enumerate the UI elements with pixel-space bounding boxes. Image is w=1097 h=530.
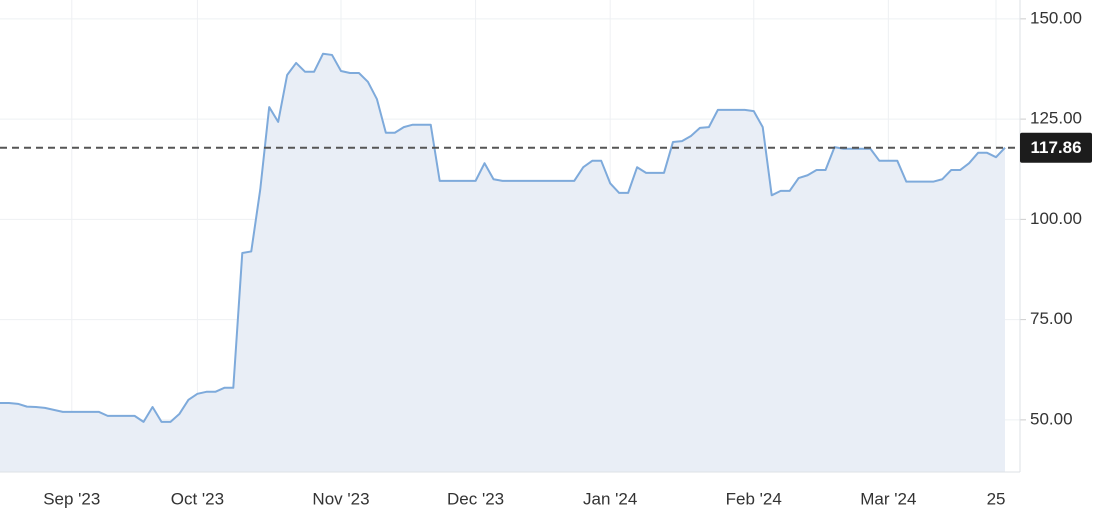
y-tick-label: 50.00 — [1030, 409, 1073, 428]
area — [0, 53, 1005, 473]
line — [0, 52, 1006, 423]
last-value-tag — [1020, 132, 1092, 163]
y-tick-label: 150.00 — [1030, 8, 1082, 27]
y-tick-label: 125.00 — [1030, 109, 1082, 128]
x-tick-label: Mar '24 — [860, 489, 916, 508]
x-tick-label: Jan '24 — [583, 489, 637, 508]
x-tick-label: 25 — [987, 489, 1006, 508]
y-tick-label: 75.00 — [1030, 309, 1073, 328]
last-value-label: 117.86 — [1030, 138, 1081, 157]
x-tick-label: Dec '23 — [447, 489, 504, 508]
y-tick-label: 100.00 — [1030, 209, 1082, 228]
x-tick-label: Sep '23 — [43, 489, 100, 508]
x-tick-label: Feb '24 — [726, 489, 782, 508]
x-tick-label: Nov '23 — [312, 489, 369, 508]
x-tick-label: Oct '23 — [171, 489, 224, 508]
